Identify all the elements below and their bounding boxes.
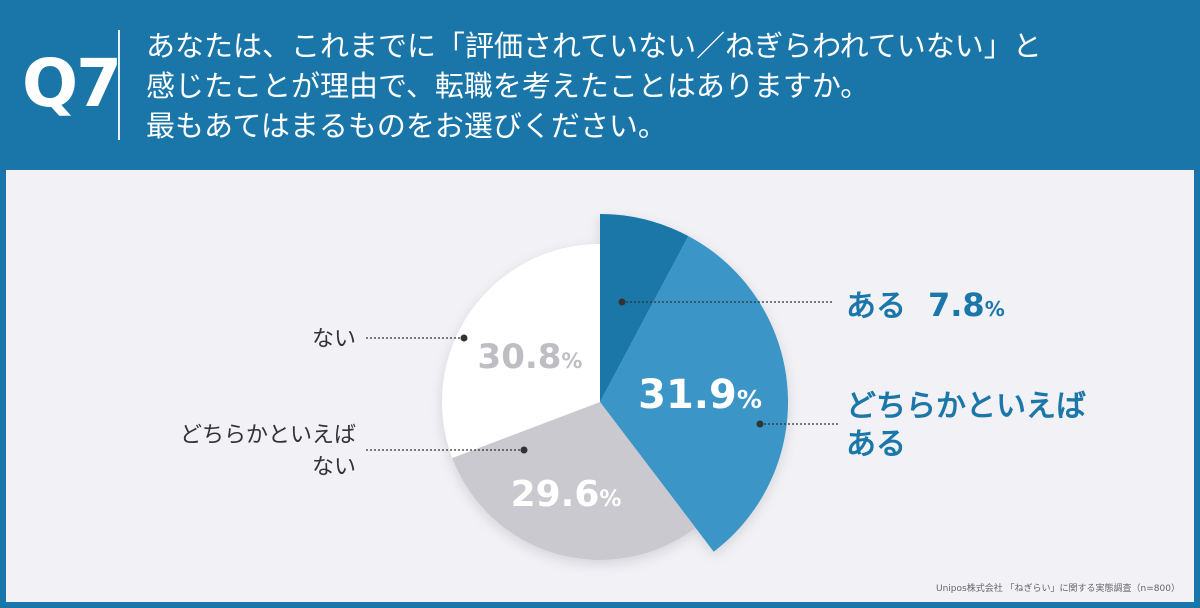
label-dochira-aru-line1: どちらかといえば (846, 389, 1086, 424)
label-dochira-nai-line1: どちらかといえば (180, 423, 356, 448)
leader-dochira-aru-dot (756, 420, 764, 428)
value-dochira-nai: 29.6% (511, 474, 622, 515)
leader-dochira-nai-dot (520, 446, 528, 454)
question-header: Q7 あなたは、これまでに「評価されていない／ねぎらわれていない」と 感じたこと… (0, 0, 1200, 170)
value-nai: 30.8% (478, 337, 583, 377)
label-aru: ある (846, 289, 906, 324)
header-divider (118, 30, 120, 140)
slice-nai (442, 244, 600, 459)
question-line-1: あなたは、これまでに「評価されていない／ねぎらわれていない」と (146, 29, 1042, 63)
label-nai: ない (312, 327, 356, 352)
question-text: あなたは、これまでに「評価されていない／ねぎらわれていない」と 感じたことが理由… (146, 26, 1176, 146)
slice-aru (600, 214, 689, 402)
pie-chart: ある 7.8%31.9% どちらかといえばある29.6%どちらかといえばない30.8… (180, 214, 1086, 561)
label-dochira-nai-line2: ない (312, 455, 356, 480)
leader-aru-dot (618, 298, 626, 306)
slice-dochira-aru (600, 236, 788, 552)
question-line-3: 最もあてはまるものをお選びください。 (146, 109, 667, 143)
question-number: Q7 (22, 45, 122, 122)
question-line-2: 感じたことが理由で、転職を考えたことはありますか。 (146, 69, 870, 103)
value-dochira-aru: 31.9% (638, 372, 762, 418)
label-dochira-aru-line2: ある (846, 427, 906, 462)
source-note: Unipos株式会社 「ねぎらい」に関する実態調査（n=800） (936, 584, 1180, 594)
value-aru: 7.8% (928, 286, 1005, 324)
slice-dochira-nai (452, 402, 696, 561)
leader-nai-dot (460, 334, 468, 342)
chart-panel: ある 7.8% 31.9% どちらかといえば ある 29.6% どちらかといえば ない 30.8… (6, 170, 1194, 602)
